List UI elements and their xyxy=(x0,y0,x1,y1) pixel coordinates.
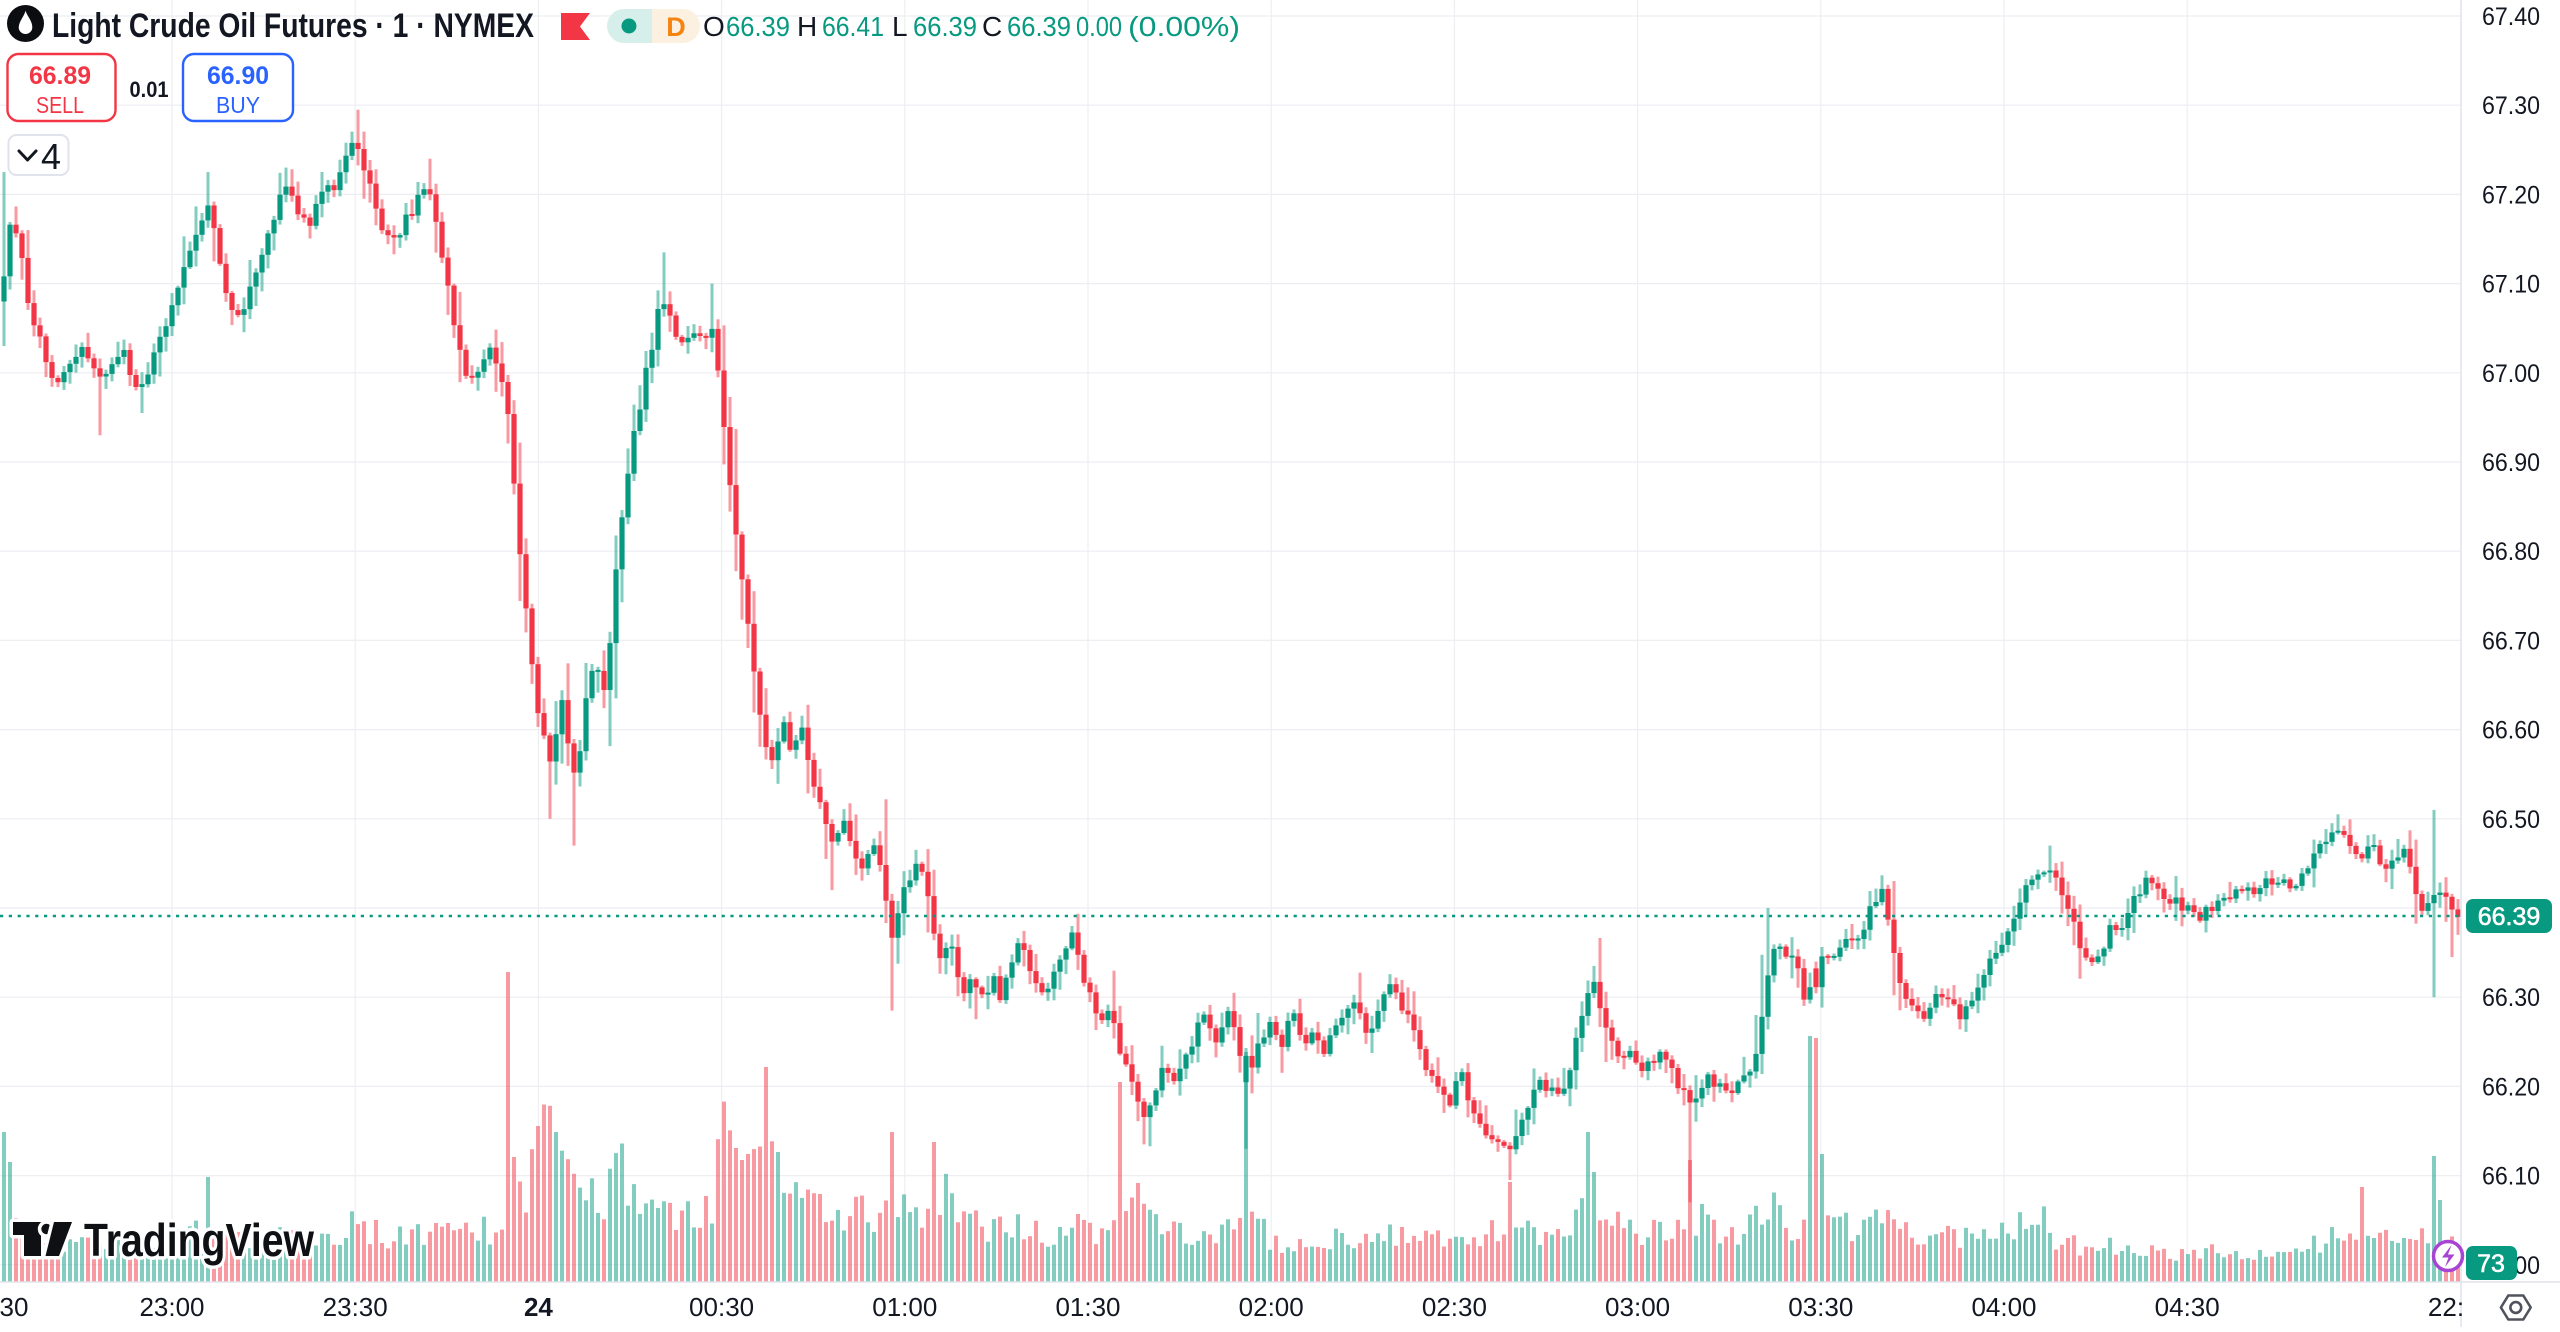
svg-text:04:00: 04:00 xyxy=(1971,1292,2036,1322)
svg-text:02:00: 02:00 xyxy=(1239,1292,1304,1322)
svg-text:23:00: 23:00 xyxy=(139,1292,204,1322)
svg-text:66.10: 66.10 xyxy=(2482,1163,2540,1191)
svg-text:66.39: 66.39 xyxy=(726,11,790,42)
svg-text:66.90: 66.90 xyxy=(207,62,269,90)
svg-text:01:30: 01:30 xyxy=(1055,1292,1120,1322)
svg-text:67.40: 67.40 xyxy=(2482,3,2540,31)
svg-text:66.70: 66.70 xyxy=(2482,627,2540,655)
svg-text:03:00: 03:00 xyxy=(1605,1292,1670,1322)
svg-text:66.80: 66.80 xyxy=(2482,538,2540,566)
svg-text:66.89: 66.89 xyxy=(29,62,91,90)
svg-text:04:30: 04:30 xyxy=(2155,1292,2220,1322)
svg-text:0.00: 0.00 xyxy=(1076,11,1122,42)
svg-text:22:: 22: xyxy=(2428,1292,2464,1322)
svg-text:24: 24 xyxy=(524,1292,553,1322)
svg-text:66.30: 66.30 xyxy=(2482,984,2540,1012)
svg-text:66.41: 66.41 xyxy=(822,11,884,42)
svg-text:66.50: 66.50 xyxy=(2482,806,2540,834)
svg-text:01:00: 01:00 xyxy=(872,1292,937,1322)
svg-text:30: 30 xyxy=(0,1292,28,1322)
svg-text:66.90: 66.90 xyxy=(2482,449,2540,477)
svg-text:BUY: BUY xyxy=(216,92,260,118)
svg-text:00:30: 00:30 xyxy=(689,1292,754,1322)
svg-text:66.60: 66.60 xyxy=(2482,717,2540,745)
svg-text:D: D xyxy=(666,12,686,42)
svg-text:H: H xyxy=(797,11,817,42)
svg-text:L: L xyxy=(892,11,908,42)
svg-text:67.30: 67.30 xyxy=(2482,92,2540,120)
svg-text:66.39: 66.39 xyxy=(2478,903,2541,931)
svg-text:67.20: 67.20 xyxy=(2482,181,2540,209)
svg-text:0.01: 0.01 xyxy=(130,77,169,102)
svg-text:4: 4 xyxy=(41,136,61,177)
svg-text:SELL: SELL xyxy=(36,92,84,118)
svg-text:66.20: 66.20 xyxy=(2482,1073,2540,1101)
svg-text:73: 73 xyxy=(2477,1250,2505,1278)
svg-text:67.10: 67.10 xyxy=(2482,271,2540,299)
svg-text:O: O xyxy=(703,11,725,42)
svg-text:C: C xyxy=(982,11,1002,42)
svg-text:23:30: 23:30 xyxy=(323,1292,388,1322)
svg-text:66.39: 66.39 xyxy=(913,11,977,42)
svg-text:Light Crude Oil Futures · 1 ·: Light Crude Oil Futures · 1 · NYMEX xyxy=(52,7,534,45)
svg-text:TradingView: TradingView xyxy=(84,1214,314,1266)
svg-text:(0.00%): (0.00%) xyxy=(1128,11,1240,42)
svg-text:67.00: 67.00 xyxy=(2482,360,2540,388)
svg-text:02:30: 02:30 xyxy=(1422,1292,1487,1322)
svg-text:66.39: 66.39 xyxy=(1007,11,1071,42)
svg-text:03:30: 03:30 xyxy=(1788,1292,1853,1322)
